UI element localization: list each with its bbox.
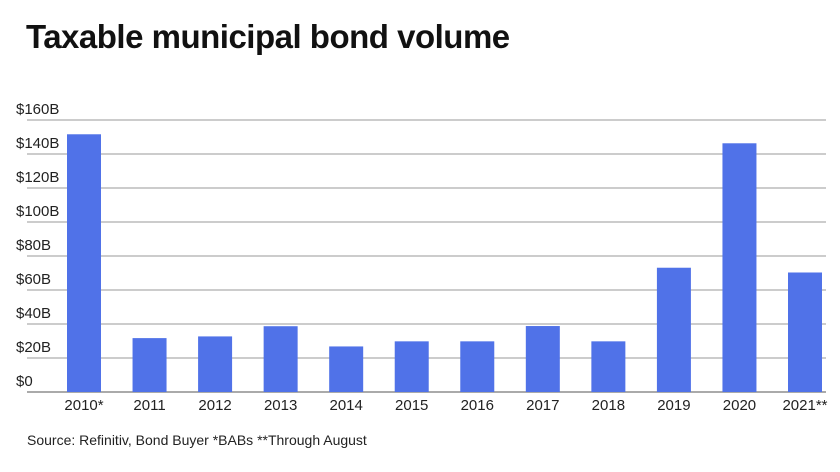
x-tick-label: 2017 <box>526 397 559 414</box>
bar <box>525 326 560 392</box>
y-tick-label: $0 <box>16 373 33 390</box>
chart-title: Taxable municipal bond volume <box>26 18 510 55</box>
bar <box>198 336 233 392</box>
x-tick-label: 2020 <box>723 397 756 414</box>
bar <box>263 326 298 392</box>
x-tick-label: 2011 <box>133 397 165 414</box>
y-tick-label: $120B <box>16 169 59 186</box>
bar <box>656 267 691 392</box>
bar <box>722 143 757 392</box>
bar <box>394 341 429 392</box>
x-tick-label: 2019 <box>657 397 690 414</box>
x-tick-label: 2010* <box>64 397 103 414</box>
x-tick-label: 2012 <box>198 397 231 414</box>
y-tick-label: $100B <box>16 203 59 220</box>
x-tick-label: 2015 <box>395 397 428 414</box>
bar <box>788 272 822 392</box>
bar <box>132 338 167 392</box>
bar <box>67 134 101 392</box>
x-tick-label: 2014 <box>329 397 362 414</box>
bar <box>591 341 626 392</box>
y-tick-label: $40B <box>16 305 51 322</box>
chart-source: Source: Refinitiv, Bond Buyer *BABs **Th… <box>27 432 367 448</box>
y-tick-label: $140B <box>16 135 59 152</box>
y-tick-label: $20B <box>16 339 51 356</box>
bar <box>329 346 364 392</box>
y-tick-label: $160B <box>16 101 59 118</box>
bar <box>460 341 495 392</box>
x-tick-label: 2021** <box>782 397 827 414</box>
y-tick-label: $60B <box>16 271 51 288</box>
x-tick-label: 2016 <box>461 397 494 414</box>
y-tick-label: $80B <box>16 237 51 254</box>
x-tick-label: 2013 <box>264 397 297 414</box>
x-tick-label: 2018 <box>592 397 625 414</box>
